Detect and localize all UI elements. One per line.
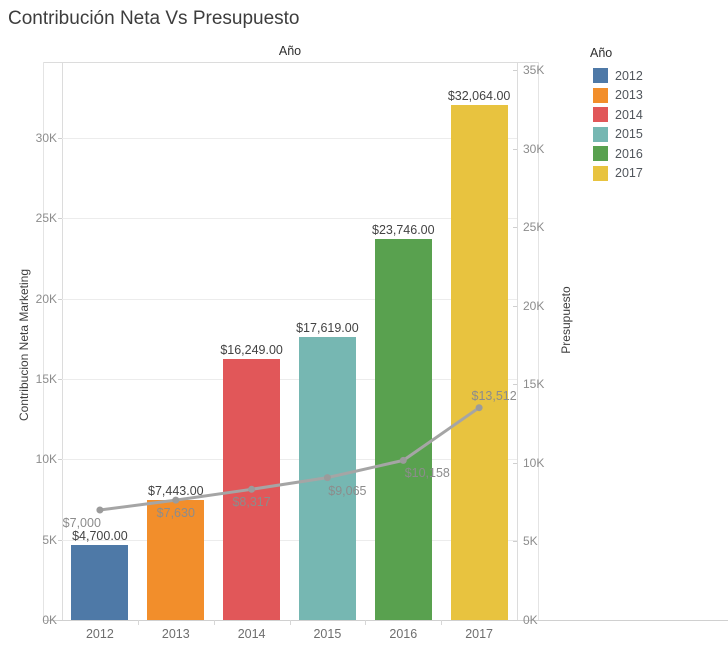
legend-item-2012[interactable]: 2012 — [590, 66, 720, 86]
legend-item-2013[interactable]: 2013 — [590, 86, 720, 106]
line-marker-2012[interactable] — [96, 506, 104, 514]
column-header-2017[interactable]: 2017 — [465, 627, 493, 641]
right-axis-tickmark — [513, 148, 517, 150]
legend-item-2015[interactable]: 2015 — [590, 125, 720, 145]
legend-swatch[interactable] — [593, 126, 608, 142]
right-axis-tickmark — [513, 462, 517, 464]
legend-item-2014[interactable]: 2014 — [590, 105, 720, 125]
line-value-label: $7,630 — [156, 506, 195, 521]
right-axis-tick-label: 30K — [523, 141, 545, 156]
legend-swatch[interactable] — [593, 107, 608, 123]
gridline — [62, 138, 517, 139]
column-header-2015[interactable]: 2015 — [313, 627, 342, 641]
bar-value-label: $16,249.00 — [220, 342, 283, 357]
bar-2016[interactable] — [374, 238, 432, 620]
left-axis-tick-label: 5K — [42, 532, 57, 547]
gridline — [62, 459, 517, 461]
chart-title: Contribución Neta Vs Presupuesto — [8, 8, 300, 29]
right-axis-tickmark — [513, 227, 517, 229]
left-axis-tick-label: 0K — [42, 613, 57, 627]
right-axis-tickmark — [513, 541, 517, 543]
right-axis-tick-label: 20K — [523, 298, 545, 313]
legend-swatch[interactable] — [593, 68, 608, 84]
bar-2015[interactable] — [298, 336, 356, 620]
bar-value-label: $7,443.00 — [147, 484, 204, 499]
column-header-2016[interactable]: 2016 — [389, 627, 418, 641]
line-value-label: $8,317 — [232, 495, 271, 510]
right-axis-tick-label: 0K — [523, 613, 538, 627]
column-header-2013[interactable]: 2013 — [161, 627, 190, 641]
right-axis-tick-label: 35K — [523, 63, 545, 77]
bar-value-label: $23,746.00 — [372, 222, 435, 237]
left-axis-tickmark — [58, 379, 62, 380]
legend: Año 2012 2013 2014 2015 2016 2017 — [590, 46, 720, 183]
column-divider-tick — [213, 620, 215, 625]
legend-item-2016[interactable]: 2016 — [590, 144, 720, 164]
axis-baseline — [43, 620, 728, 621]
legend-label: 2016 — [615, 146, 643, 161]
bar-value-label: $32,064.00 — [447, 88, 511, 103]
column-header-2014[interactable]: 2014 — [237, 627, 266, 641]
right-axis-tickmark — [513, 70, 517, 71]
bar-2012[interactable] — [71, 544, 129, 620]
legend-label: 2015 — [615, 127, 643, 142]
pane-right-border — [517, 62, 518, 620]
bar-2014[interactable] — [223, 358, 281, 620]
legend-label: 2014 — [615, 107, 643, 122]
column-divider-tick — [289, 620, 291, 625]
right-axis-tick-label: 5K — [523, 534, 538, 549]
column-header-2012[interactable]: 2012 — [85, 627, 114, 641]
left-axis-tickmark — [58, 218, 62, 220]
gridline — [62, 539, 517, 541]
legend-swatch[interactable] — [593, 165, 608, 181]
legend-label: 2017 — [615, 166, 643, 181]
column-divider-tick — [137, 620, 139, 625]
line-value-label: $10,158 — [404, 466, 450, 481]
legend-label: 2013 — [615, 88, 643, 103]
legend-swatch[interactable] — [593, 146, 608, 162]
legend-item-2017[interactable]: 2017 — [590, 164, 720, 184]
legend-items: 2012 2013 2014 2015 2016 2017 — [590, 66, 720, 183]
gridline — [62, 298, 517, 300]
right-axis-tickmark — [513, 620, 517, 621]
left-axis-tickmark — [58, 138, 62, 139]
left-axis-tick-label: 25K — [35, 211, 57, 226]
left-axis-tick-label: 20K — [35, 291, 57, 306]
header-divider — [43, 62, 538, 63]
left-axis-tickmark — [58, 620, 62, 621]
line-value-label: $9,065 — [328, 483, 367, 498]
bar-value-label: $4,700.00 — [72, 528, 128, 543]
legend-label: 2012 — [615, 68, 643, 83]
column-divider-tick — [441, 620, 443, 625]
right-axis-tick-label: 25K — [523, 220, 545, 235]
right-axis-tick-label: 10K — [523, 455, 545, 470]
left-axis-tick-label: 15K — [35, 372, 57, 386]
bar-2017[interactable] — [450, 104, 508, 620]
left-axis-outer-border — [43, 62, 44, 620]
left-axis-tickmark — [58, 298, 62, 300]
right-axis-tickmark — [513, 384, 517, 386]
right-axis-tick-label: 15K — [523, 377, 545, 392]
line-value-label: $7,000 — [62, 516, 101, 530]
legend-title: Año — [590, 46, 613, 60]
right-axis-tickmark — [513, 305, 517, 307]
column-divider-tick — [365, 620, 367, 625]
line-value-label: $13,512 — [471, 388, 517, 403]
right-axis-title: Presupuesto — [559, 286, 573, 354]
legend-swatch[interactable] — [593, 87, 608, 103]
right-axis-outer-border — [538, 62, 539, 620]
left-axis-tickmark — [58, 459, 62, 461]
bar-value-label: $17,619.00 — [296, 320, 359, 335]
column-axis-header: Año — [278, 44, 302, 58]
bar-2013[interactable] — [147, 500, 205, 620]
left-axis-tick-label: 10K — [35, 452, 57, 467]
gridline — [62, 379, 517, 380]
left-axis-tick-label: 30K — [35, 131, 57, 145]
left-axis-tickmark — [58, 539, 62, 541]
gridline — [62, 218, 517, 220]
pane-left-border — [62, 62, 63, 620]
